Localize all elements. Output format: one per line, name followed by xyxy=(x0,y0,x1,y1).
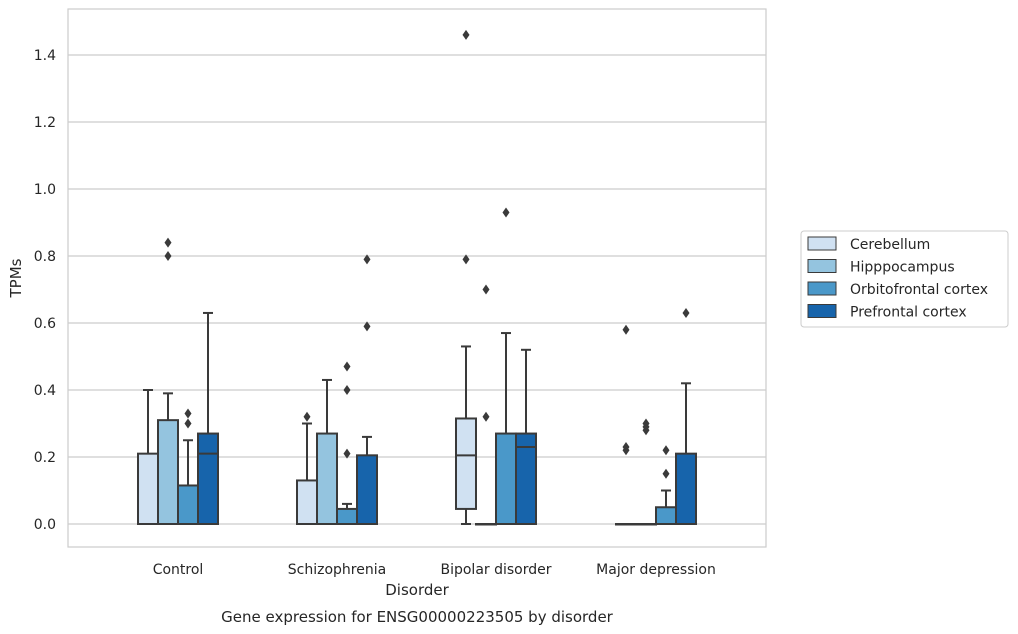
box-hipppocampus xyxy=(635,418,657,526)
box-orbitofrontal-cortex xyxy=(495,207,517,525)
box-body xyxy=(336,507,358,525)
legend-label: Cerebellum xyxy=(850,237,930,253)
y-tick-label: 1.0 xyxy=(34,182,56,198)
outlier-point xyxy=(642,418,650,429)
box-body xyxy=(495,432,517,525)
outlier-point xyxy=(662,468,670,479)
outlier-point xyxy=(622,441,630,452)
outlier-point xyxy=(164,251,172,261)
box-cerebellum xyxy=(455,29,477,525)
box-body xyxy=(316,432,338,525)
legend-label: Hipppocampus xyxy=(850,260,955,276)
legend-swatch xyxy=(807,236,837,251)
box-body xyxy=(655,506,677,525)
box-hipppocampus xyxy=(157,237,179,525)
y-tick-label: 1.4 xyxy=(34,48,56,64)
box-body xyxy=(296,479,318,526)
outlier-point xyxy=(343,361,351,372)
x-axis-label: Disorder xyxy=(385,581,449,599)
outlier-point xyxy=(662,445,670,456)
box-hipppocampus xyxy=(316,378,338,525)
legend-swatch xyxy=(807,304,837,318)
y-axis-ticks: 0.0 0.2 0.4 0.6 0.8 1.0 1.2 1.4 xyxy=(34,48,56,533)
outlier-point xyxy=(462,29,470,40)
outlier-point xyxy=(363,254,371,265)
outlier-point xyxy=(462,254,470,265)
outlier-point xyxy=(184,408,192,419)
outlier-point xyxy=(164,237,172,248)
y-tick-label: 0.2 xyxy=(34,450,56,466)
legend-label: Prefrontal cortex xyxy=(850,305,967,321)
boxes xyxy=(137,29,697,526)
box-body xyxy=(515,432,537,525)
outlier-point xyxy=(682,307,690,318)
y-tick-label: 1.2 xyxy=(34,115,56,131)
outlier-point xyxy=(482,411,490,422)
x-tick-label: Bipolar disorder xyxy=(440,562,551,578)
box-body xyxy=(177,484,199,526)
y-tick-label: 0.6 xyxy=(34,316,56,332)
legend-swatch xyxy=(807,281,837,296)
box-body xyxy=(356,454,378,526)
box-body xyxy=(157,419,179,525)
outlier-point xyxy=(343,385,351,395)
outlier-point xyxy=(343,448,351,459)
y-tick-label: 0.0 xyxy=(34,517,56,533)
box-body xyxy=(137,452,159,525)
x-tick-label: Major depression xyxy=(596,562,716,578)
chart-caption: Gene expression for ENSG00000223505 by d… xyxy=(221,608,614,626)
outlier-point xyxy=(622,324,630,335)
box-orbitofrontal-cortex xyxy=(655,445,677,525)
box-body xyxy=(675,452,697,525)
box-prefrontal-cortex xyxy=(197,311,219,525)
y-tick-label: 0.4 xyxy=(34,383,56,399)
box-cerebellum xyxy=(615,324,637,526)
x-tick-label: Control xyxy=(153,562,204,578)
box-cerebellum xyxy=(296,411,318,526)
x-axis-ticks: Control Schizophrenia Bipolar disorder Majo… xyxy=(153,562,716,578)
outlier-point xyxy=(184,418,192,429)
outlier-point xyxy=(482,284,490,295)
legend-label: Orbitofrontal cortex xyxy=(850,282,988,298)
outlier-point xyxy=(502,207,510,218)
box-body xyxy=(455,417,477,510)
outlier-point xyxy=(363,321,371,332)
legend-swatch xyxy=(807,259,837,273)
x-tick-label: Schizophrenia xyxy=(288,562,386,578)
outlier-point xyxy=(303,411,311,422)
box-body xyxy=(197,432,219,525)
y-axis-label: TPMs xyxy=(7,258,25,298)
box-prefrontal-cortex xyxy=(515,348,537,525)
y-tick-label: 0.8 xyxy=(34,249,56,265)
legend-frame xyxy=(800,230,1009,328)
box-prefrontal-cortex xyxy=(356,254,378,526)
box-prefrontal-cortex xyxy=(675,307,697,525)
legend: Cerebellum Hipppocampus Orbitofrontal cort… xyxy=(800,230,1009,328)
